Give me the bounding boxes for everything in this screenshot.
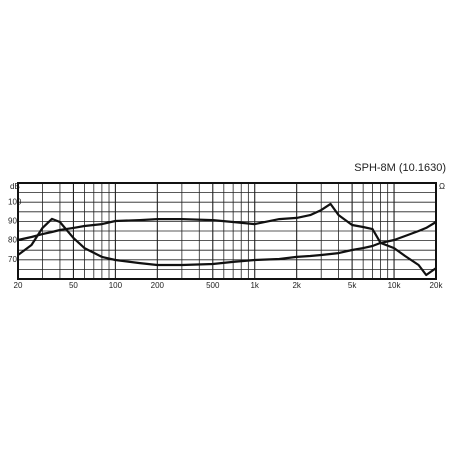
x-tick-label: 20k <box>430 281 444 290</box>
x-tick-label: 5k <box>348 281 357 290</box>
y-tick-label: 100 <box>8 197 22 206</box>
y-tick-label: 70 <box>8 255 17 264</box>
y2-axis-label: Ω <box>439 182 445 191</box>
line <box>17 202 437 277</box>
y-axis-label: dB <box>10 182 20 191</box>
x-tick-label: 50 <box>69 281 78 290</box>
x-tick-label: 1k <box>250 281 259 290</box>
x-tick-label: 100 <box>109 281 123 290</box>
x-tick-label: 20 <box>14 281 23 290</box>
y-tick-label: 90 <box>8 217 17 226</box>
line <box>17 217 437 267</box>
plot-frame <box>17 182 437 280</box>
y-tick-label: 80 <box>8 236 17 245</box>
x-tick-label: 2k <box>292 281 301 290</box>
chart-title: SPH-8M (10.1630) <box>354 162 446 174</box>
x-tick-label: 500 <box>206 281 220 290</box>
x-tick-label: 10k <box>388 281 402 290</box>
x-tick-label: 200 <box>151 281 165 290</box>
